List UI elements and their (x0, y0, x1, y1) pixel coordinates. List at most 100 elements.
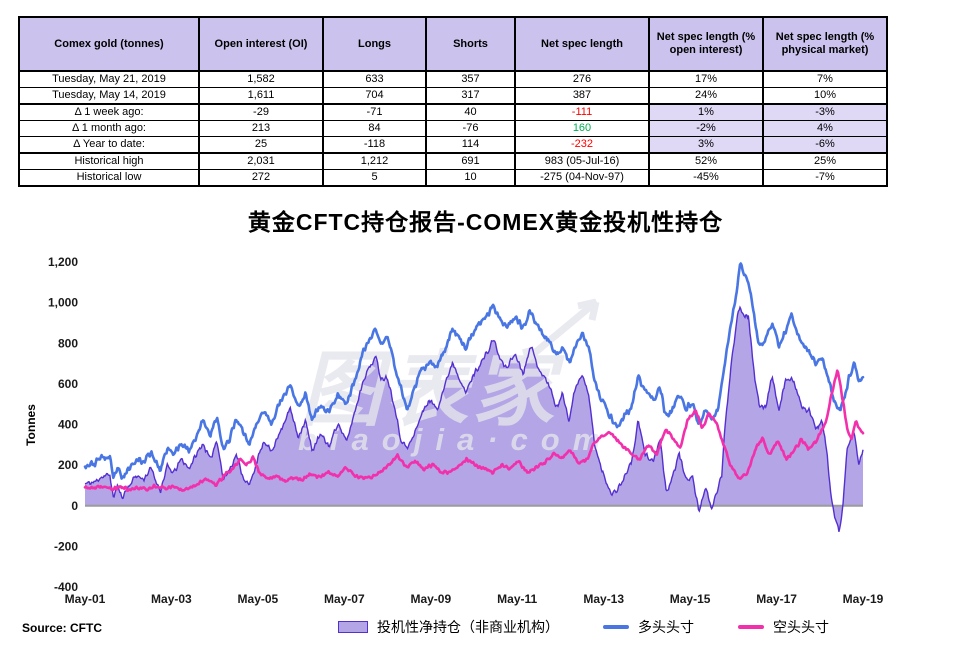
chart-legend: 投机性净持仓（非商业机构） 多头头寸 空头头寸 (338, 617, 829, 637)
value-cell: 5 (322, 169, 426, 186)
value-cell: -29 (198, 103, 323, 121)
value-cell: 272 (198, 169, 323, 186)
y-tick-label: 200 (58, 458, 78, 472)
row-label-cell: Δ 1 week ago: (19, 103, 199, 121)
longs-line-swatch-icon (603, 625, 629, 629)
x-tick-label: May-15 (670, 592, 711, 606)
table-row: Historical low 272 5 10 -275 (04-Nov-97) -45%… (19, 169, 887, 186)
value-cell: -71 (322, 103, 426, 121)
value-cell: 160 (514, 120, 649, 137)
header-net-spec-length: Net spec length (514, 17, 649, 72)
value-cell: 10% (762, 87, 887, 104)
legend-item-shorts: 空头头寸 (738, 617, 829, 637)
value-cell: 84 (322, 120, 426, 137)
row-label-cell: Tuesday, May 14, 2019 (19, 87, 199, 104)
shorts-line-series (83, 369, 865, 492)
value-cell: -3% (762, 103, 887, 121)
value-cell: 387 (514, 87, 649, 104)
legend-item-net: 投机性净持仓（非商业机构） (338, 617, 559, 637)
value-cell: 10 (425, 169, 515, 186)
value-cell: 357 (425, 70, 515, 88)
header-net-spec-pct-oi: Net spec length (% open interest) (648, 17, 763, 72)
value-cell: 983 (05-Jul-16) (514, 152, 649, 170)
value-cell: 691 (425, 152, 515, 170)
row-label-cell: Δ 1 month ago: (19, 120, 199, 137)
x-tick-label: May-03 (151, 592, 192, 606)
value-cell: 7% (762, 70, 887, 88)
table-row: Tuesday, May 21, 2019 1,582 633 357 276 17% 7% (19, 70, 887, 88)
table-body: Tuesday, May 21, 2019 1,582 633 357 276 17% 7%… (19, 70, 887, 186)
watermark-arrow-icon (517, 298, 600, 368)
legend-label-longs: 多头头寸 (638, 619, 694, 635)
y-tick-label: 1,200 (48, 255, 78, 269)
table-row: Historical high 2,031 1,212 691 983 (05-Jul-… (19, 152, 887, 170)
value-cell: 17% (648, 70, 763, 88)
y-tick-label: -400 (54, 580, 78, 594)
x-tick-label: May-05 (238, 592, 279, 606)
header-shorts: Shorts (425, 17, 515, 72)
value-cell: -45% (648, 169, 763, 186)
x-tick-label: May-01 (65, 592, 106, 606)
x-tick-label: May-19 (843, 592, 884, 606)
value-cell: 24% (648, 87, 763, 104)
header-comex-gold: Comex gold (tonnes) (19, 17, 199, 72)
value-cell: 25 (198, 136, 323, 153)
x-tick-label: May-17 (756, 592, 797, 606)
value-cell: 1,212 (322, 152, 426, 170)
header-longs: Longs (322, 17, 426, 72)
x-tick-label: May-13 (583, 592, 624, 606)
shorts-line-swatch-icon (738, 625, 764, 629)
table-header-row: Comex gold (tonnes) Open interest (OI) L… (19, 17, 887, 72)
value-cell: 1% (648, 103, 763, 121)
value-cell: 1,611 (198, 87, 323, 104)
value-cell: 1,582 (198, 70, 323, 88)
y-tick-label: 1,000 (48, 296, 78, 310)
value-cell: 633 (322, 70, 426, 88)
chart-title: 黄金CFTC持仓报告-COMEX黄金投机性持仓 (247, 209, 724, 235)
value-cell: -111 (514, 103, 649, 121)
y-tick-label: 600 (58, 377, 78, 391)
table-row: Δ Year to date: 25 -118 114 -232 3% -6% (19, 136, 887, 153)
x-tick-label: May-11 (497, 592, 537, 606)
value-cell: 317 (425, 87, 515, 104)
value-cell: 52% (648, 152, 763, 170)
legend-label-shorts: 空头头寸 (773, 619, 829, 635)
header-net-spec-pct-physical: Net spec length (% physical market) (762, 17, 887, 72)
table-row: Tuesday, May 14, 2019 1,611 704 317 387 24% 10… (19, 87, 887, 104)
row-label-cell: Historical low (19, 169, 199, 186)
value-cell: -275 (04-Nov-97) (514, 169, 649, 186)
value-cell: 213 (198, 120, 323, 137)
value-cell: 704 (322, 87, 426, 104)
value-cell: 2,031 (198, 152, 323, 170)
value-cell: -2% (648, 120, 763, 137)
value-cell: -232 (514, 136, 649, 153)
net-area-outline (84, 305, 864, 532)
value-cell: -76 (425, 120, 515, 137)
row-label-cell: Historical high (19, 152, 199, 170)
row-label-cell: Tuesday, May 21, 2019 (19, 70, 199, 88)
value-cell: 25% (762, 152, 887, 170)
longs-line-series (83, 262, 865, 480)
legend-label-net: 投机性净持仓（非商业机构） (377, 619, 559, 635)
value-cell: 3% (648, 136, 763, 153)
chart-source: Source: CFTC (22, 621, 103, 635)
x-tick-label: May-09 (410, 592, 451, 606)
value-cell: 4% (762, 120, 887, 137)
y-tick-label: 400 (58, 418, 78, 432)
header-open-interest: Open interest (OI) (198, 17, 323, 72)
value-cell: 276 (514, 70, 649, 88)
net-area-swatch-icon (338, 621, 368, 633)
y-tick-label: -200 (54, 539, 78, 553)
value-cell: 40 (425, 103, 515, 121)
value-cell: -118 (322, 136, 426, 153)
value-cell: -7% (762, 169, 887, 186)
value-cell: -6% (762, 136, 887, 153)
comex-table: Comex gold (tonnes) Open interest (OI) L… (18, 16, 888, 187)
x-tick-label: May-07 (324, 592, 365, 606)
legend-item-longs: 多头头寸 (603, 617, 694, 637)
row-label-cell: Δ Year to date: (19, 136, 199, 153)
table-row: Δ 1 month ago: 213 84 -76 160 -2% 4% (19, 120, 887, 137)
